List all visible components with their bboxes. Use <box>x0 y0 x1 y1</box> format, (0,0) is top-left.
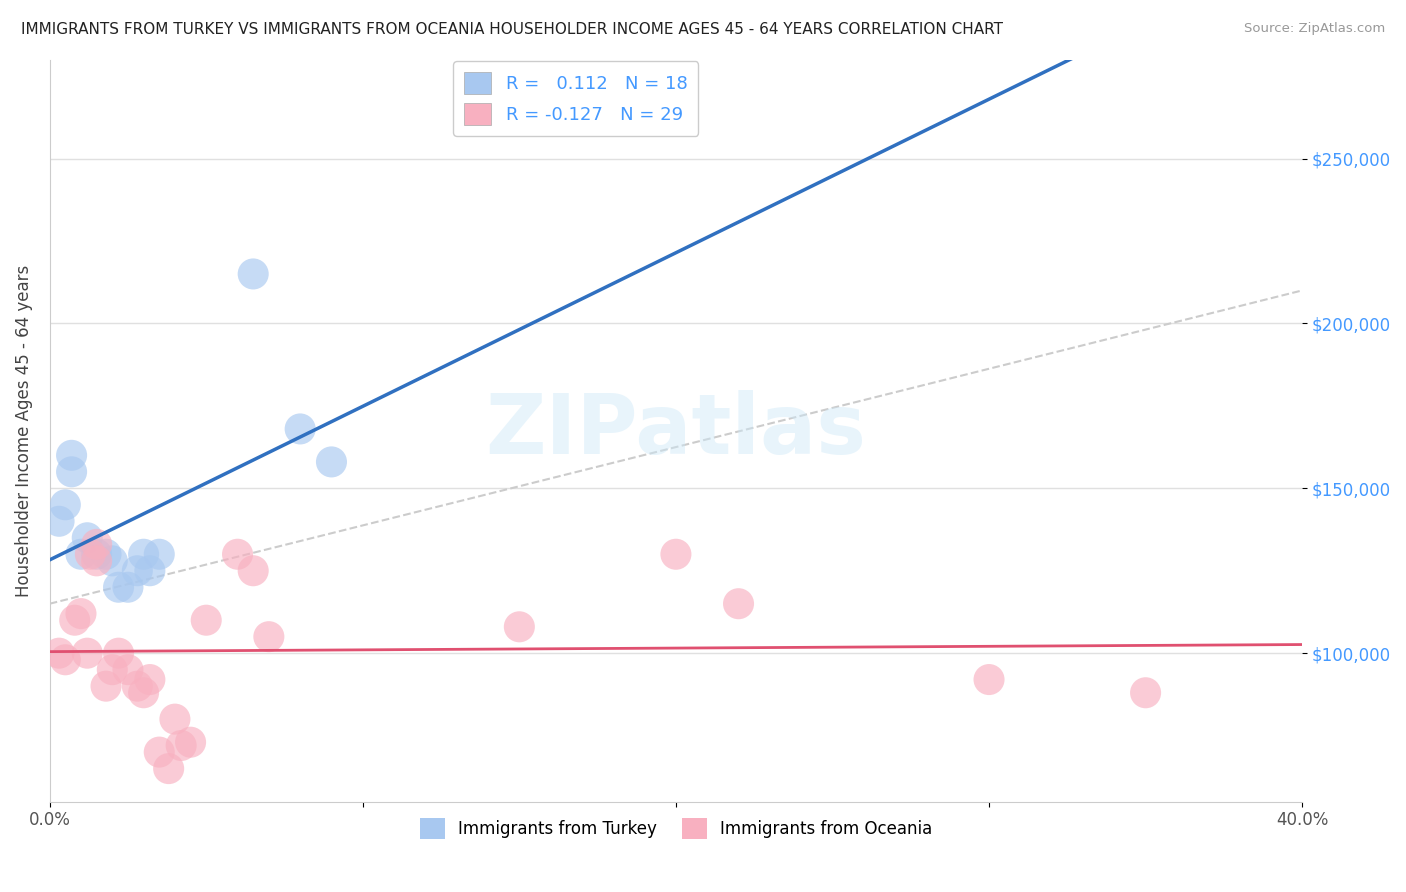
Point <box>60 448 83 462</box>
Point <box>107 646 129 660</box>
Point <box>94 547 117 561</box>
Point <box>127 564 149 578</box>
Text: ZIPatlas: ZIPatlas <box>485 390 866 471</box>
Point <box>139 564 162 578</box>
Point <box>79 547 101 561</box>
Point <box>226 547 249 561</box>
Point <box>288 422 311 436</box>
Point <box>48 514 70 528</box>
Point <box>101 663 124 677</box>
Y-axis label: Householder Income Ages 45 - 64 years: Householder Income Ages 45 - 64 years <box>15 264 32 597</box>
Point <box>1135 686 1157 700</box>
Point <box>163 712 186 726</box>
Point <box>101 554 124 568</box>
Point <box>70 547 93 561</box>
Point <box>63 613 86 627</box>
Text: Source: ZipAtlas.com: Source: ZipAtlas.com <box>1244 22 1385 36</box>
Point <box>70 607 93 621</box>
Point <box>76 646 98 660</box>
Point <box>117 580 139 594</box>
Point <box>157 762 180 776</box>
Point <box>53 653 76 667</box>
Point <box>727 597 749 611</box>
Text: IMMIGRANTS FROM TURKEY VS IMMIGRANTS FROM OCEANIA HOUSEHOLDER INCOME AGES 45 - 6: IMMIGRANTS FROM TURKEY VS IMMIGRANTS FRO… <box>21 22 1002 37</box>
Point <box>53 498 76 512</box>
Point <box>60 465 83 479</box>
Point <box>127 679 149 693</box>
Point <box>195 613 218 627</box>
Point <box>86 547 108 561</box>
Point <box>107 580 129 594</box>
Point <box>139 673 162 687</box>
Point <box>257 630 280 644</box>
Point <box>170 739 193 753</box>
Point <box>76 531 98 545</box>
Point <box>117 663 139 677</box>
Point <box>242 564 264 578</box>
Point <box>180 735 202 749</box>
Point <box>132 547 155 561</box>
Point <box>242 267 264 281</box>
Point <box>86 537 108 551</box>
Legend: Immigrants from Turkey, Immigrants from Oceania: Immigrants from Turkey, Immigrants from … <box>413 812 939 846</box>
Point <box>132 686 155 700</box>
Point <box>977 673 1000 687</box>
Point <box>94 679 117 693</box>
Point <box>508 620 530 634</box>
Point <box>148 745 170 759</box>
Point <box>665 547 688 561</box>
Point <box>148 547 170 561</box>
Point <box>48 646 70 660</box>
Point <box>321 455 343 469</box>
Point <box>86 554 108 568</box>
